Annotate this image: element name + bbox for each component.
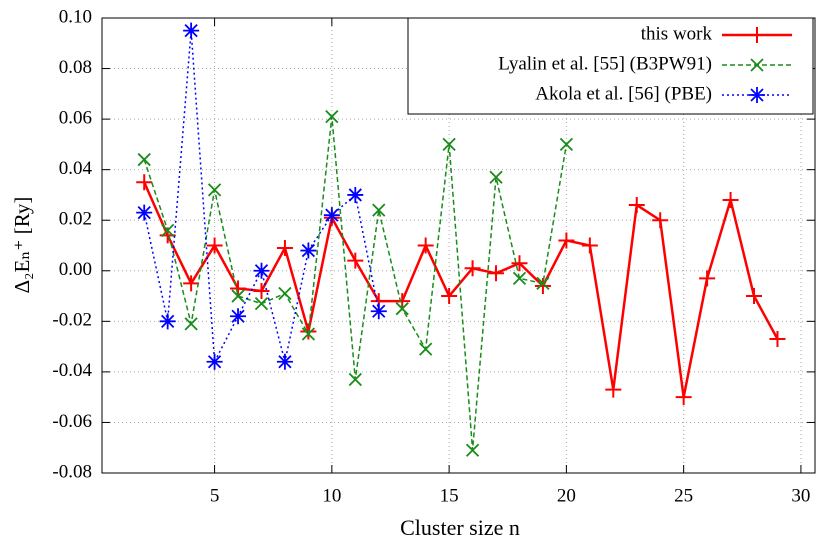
- marker: [675, 389, 692, 406]
- legend-label: Akola et al. [56] (PBE): [535, 83, 712, 104]
- marker: [442, 137, 456, 152]
- x-tick-label: 30: [791, 485, 810, 506]
- marker: [253, 283, 270, 299]
- x-tick-label: 15: [440, 485, 459, 506]
- x-tick-label: 5: [210, 485, 220, 506]
- marker: [722, 192, 739, 208]
- marker: [161, 223, 175, 237]
- marker: [489, 170, 503, 184]
- marker: [159, 313, 176, 330]
- marker: [746, 288, 763, 305]
- marker: [348, 372, 362, 387]
- marker: [628, 197, 645, 214]
- x-tick-label: 25: [674, 485, 693, 506]
- marker: [207, 183, 222, 197]
- marker: [136, 174, 153, 191]
- marker: [183, 275, 200, 292]
- marker: [253, 262, 270, 279]
- x-tick-label: 10: [322, 485, 341, 506]
- legend-marker: [750, 58, 764, 72]
- marker: [512, 271, 527, 285]
- marker: [206, 237, 223, 254]
- series-line: [143, 116, 568, 451]
- legend-label: Lyalin et al. [55] (B3PW91): [498, 53, 712, 74]
- marker: [276, 353, 293, 370]
- marker: [419, 342, 433, 356]
- marker: [558, 232, 575, 249]
- marker: [465, 443, 480, 457]
- marker: [136, 204, 153, 221]
- series-line: [143, 181, 779, 398]
- y-tick-label: 0.04: [59, 158, 93, 179]
- marker: [347, 186, 364, 203]
- marker: [230, 308, 247, 325]
- marker: [464, 260, 481, 277]
- y-tick-label: -0.06: [52, 411, 92, 432]
- marker: [605, 381, 622, 398]
- marker: [511, 255, 528, 272]
- marker: [300, 242, 317, 259]
- marker: [137, 152, 151, 167]
- marker: [301, 327, 316, 341]
- legend-marker: [749, 27, 765, 43]
- x-axis-label: Cluster size n: [400, 515, 520, 540]
- marker: [417, 237, 434, 254]
- x-tick-label: 20: [557, 485, 576, 506]
- marker: [183, 22, 200, 39]
- marker: [184, 317, 198, 331]
- marker: [699, 270, 716, 287]
- marker: [652, 212, 669, 229]
- marker: [372, 203, 386, 217]
- y-tick-label: 0.06: [59, 107, 92, 128]
- marker: [231, 289, 245, 303]
- marker: [370, 303, 387, 320]
- marker: [534, 277, 551, 294]
- marker: [581, 237, 598, 254]
- marker: [488, 265, 505, 282]
- marker: [769, 331, 786, 348]
- marker: [559, 137, 574, 152]
- marker: [230, 280, 247, 297]
- series-line: [143, 30, 380, 365]
- y-tick-label: 0.00: [59, 259, 92, 280]
- marker: [206, 353, 223, 370]
- marker: [323, 207, 340, 224]
- y-tick-label: 0.08: [59, 57, 92, 78]
- marker: [254, 297, 269, 311]
- marker: [276, 240, 293, 257]
- legend-marker: [749, 87, 765, 103]
- y-axis-label: Δ₂Eₙ⁺ [Ry]: [10, 197, 34, 294]
- y-tick-label: -0.02: [52, 310, 92, 331]
- y-tick-label: 0.10: [59, 6, 92, 27]
- marker: [536, 276, 550, 291]
- marker: [441, 288, 458, 305]
- legend-label: this work: [641, 23, 713, 44]
- y-tick-label: -0.08: [52, 461, 92, 482]
- marker: [347, 252, 364, 269]
- marker: [395, 302, 409, 316]
- y-tick-label: 0.02: [59, 209, 92, 230]
- marker: [325, 109, 339, 124]
- y-tick-label: -0.04: [52, 360, 92, 381]
- marker: [278, 286, 292, 301]
